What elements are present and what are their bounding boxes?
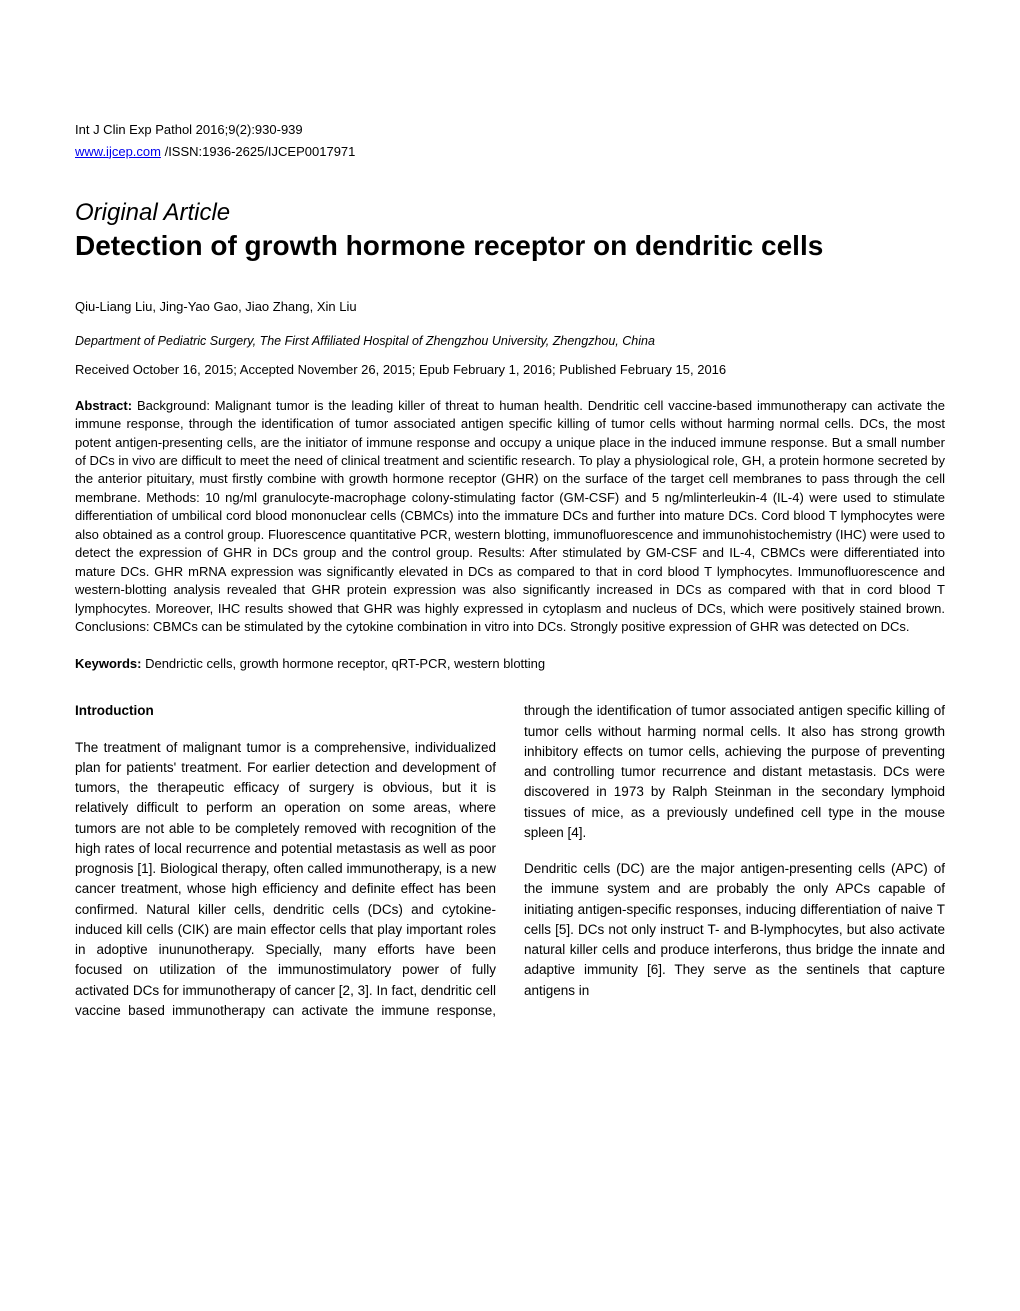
keywords-text: Dendrictic cells, growth hormone recepto… [145,656,545,671]
publication-dates: Received October 16, 2015; Accepted Nove… [75,362,945,377]
journal-link-line: www.ijcep.com /ISSN:1936-2625/IJCEP00179… [75,142,945,162]
keywords: Keywords: Dendrictic cells, growth hormo… [75,656,945,671]
journal-link[interactable]: www.ijcep.com [75,144,161,159]
abstract: Abstract: Background: Malignant tumor is… [75,397,945,637]
body-paragraph-2: Dendritic cells (DC) are the major antig… [524,859,945,1001]
introduction-heading: Introduction [75,701,496,721]
authors: Qiu-Liang Liu, Jing-Yao Gao, Jiao Zhang,… [75,299,945,314]
abstract-label: Abstract: [75,398,137,413]
article-type: Original Article [75,199,945,227]
issn-text: /ISSN:1936-2625/IJCEP0017971 [161,144,355,159]
affiliation: Department of Pediatric Surgery, The Fir… [75,334,945,348]
journal-citation: Int J Clin Exp Pathol 2016;9(2):930-939 [75,120,945,140]
body-columns: Introduction The treatment of malignant … [75,701,945,1021]
keywords-label: Keywords: [75,656,145,671]
abstract-text: Background: Malignant tumor is the leadi… [75,398,945,634]
article-title: Detection of growth hormone receptor on … [75,229,945,263]
